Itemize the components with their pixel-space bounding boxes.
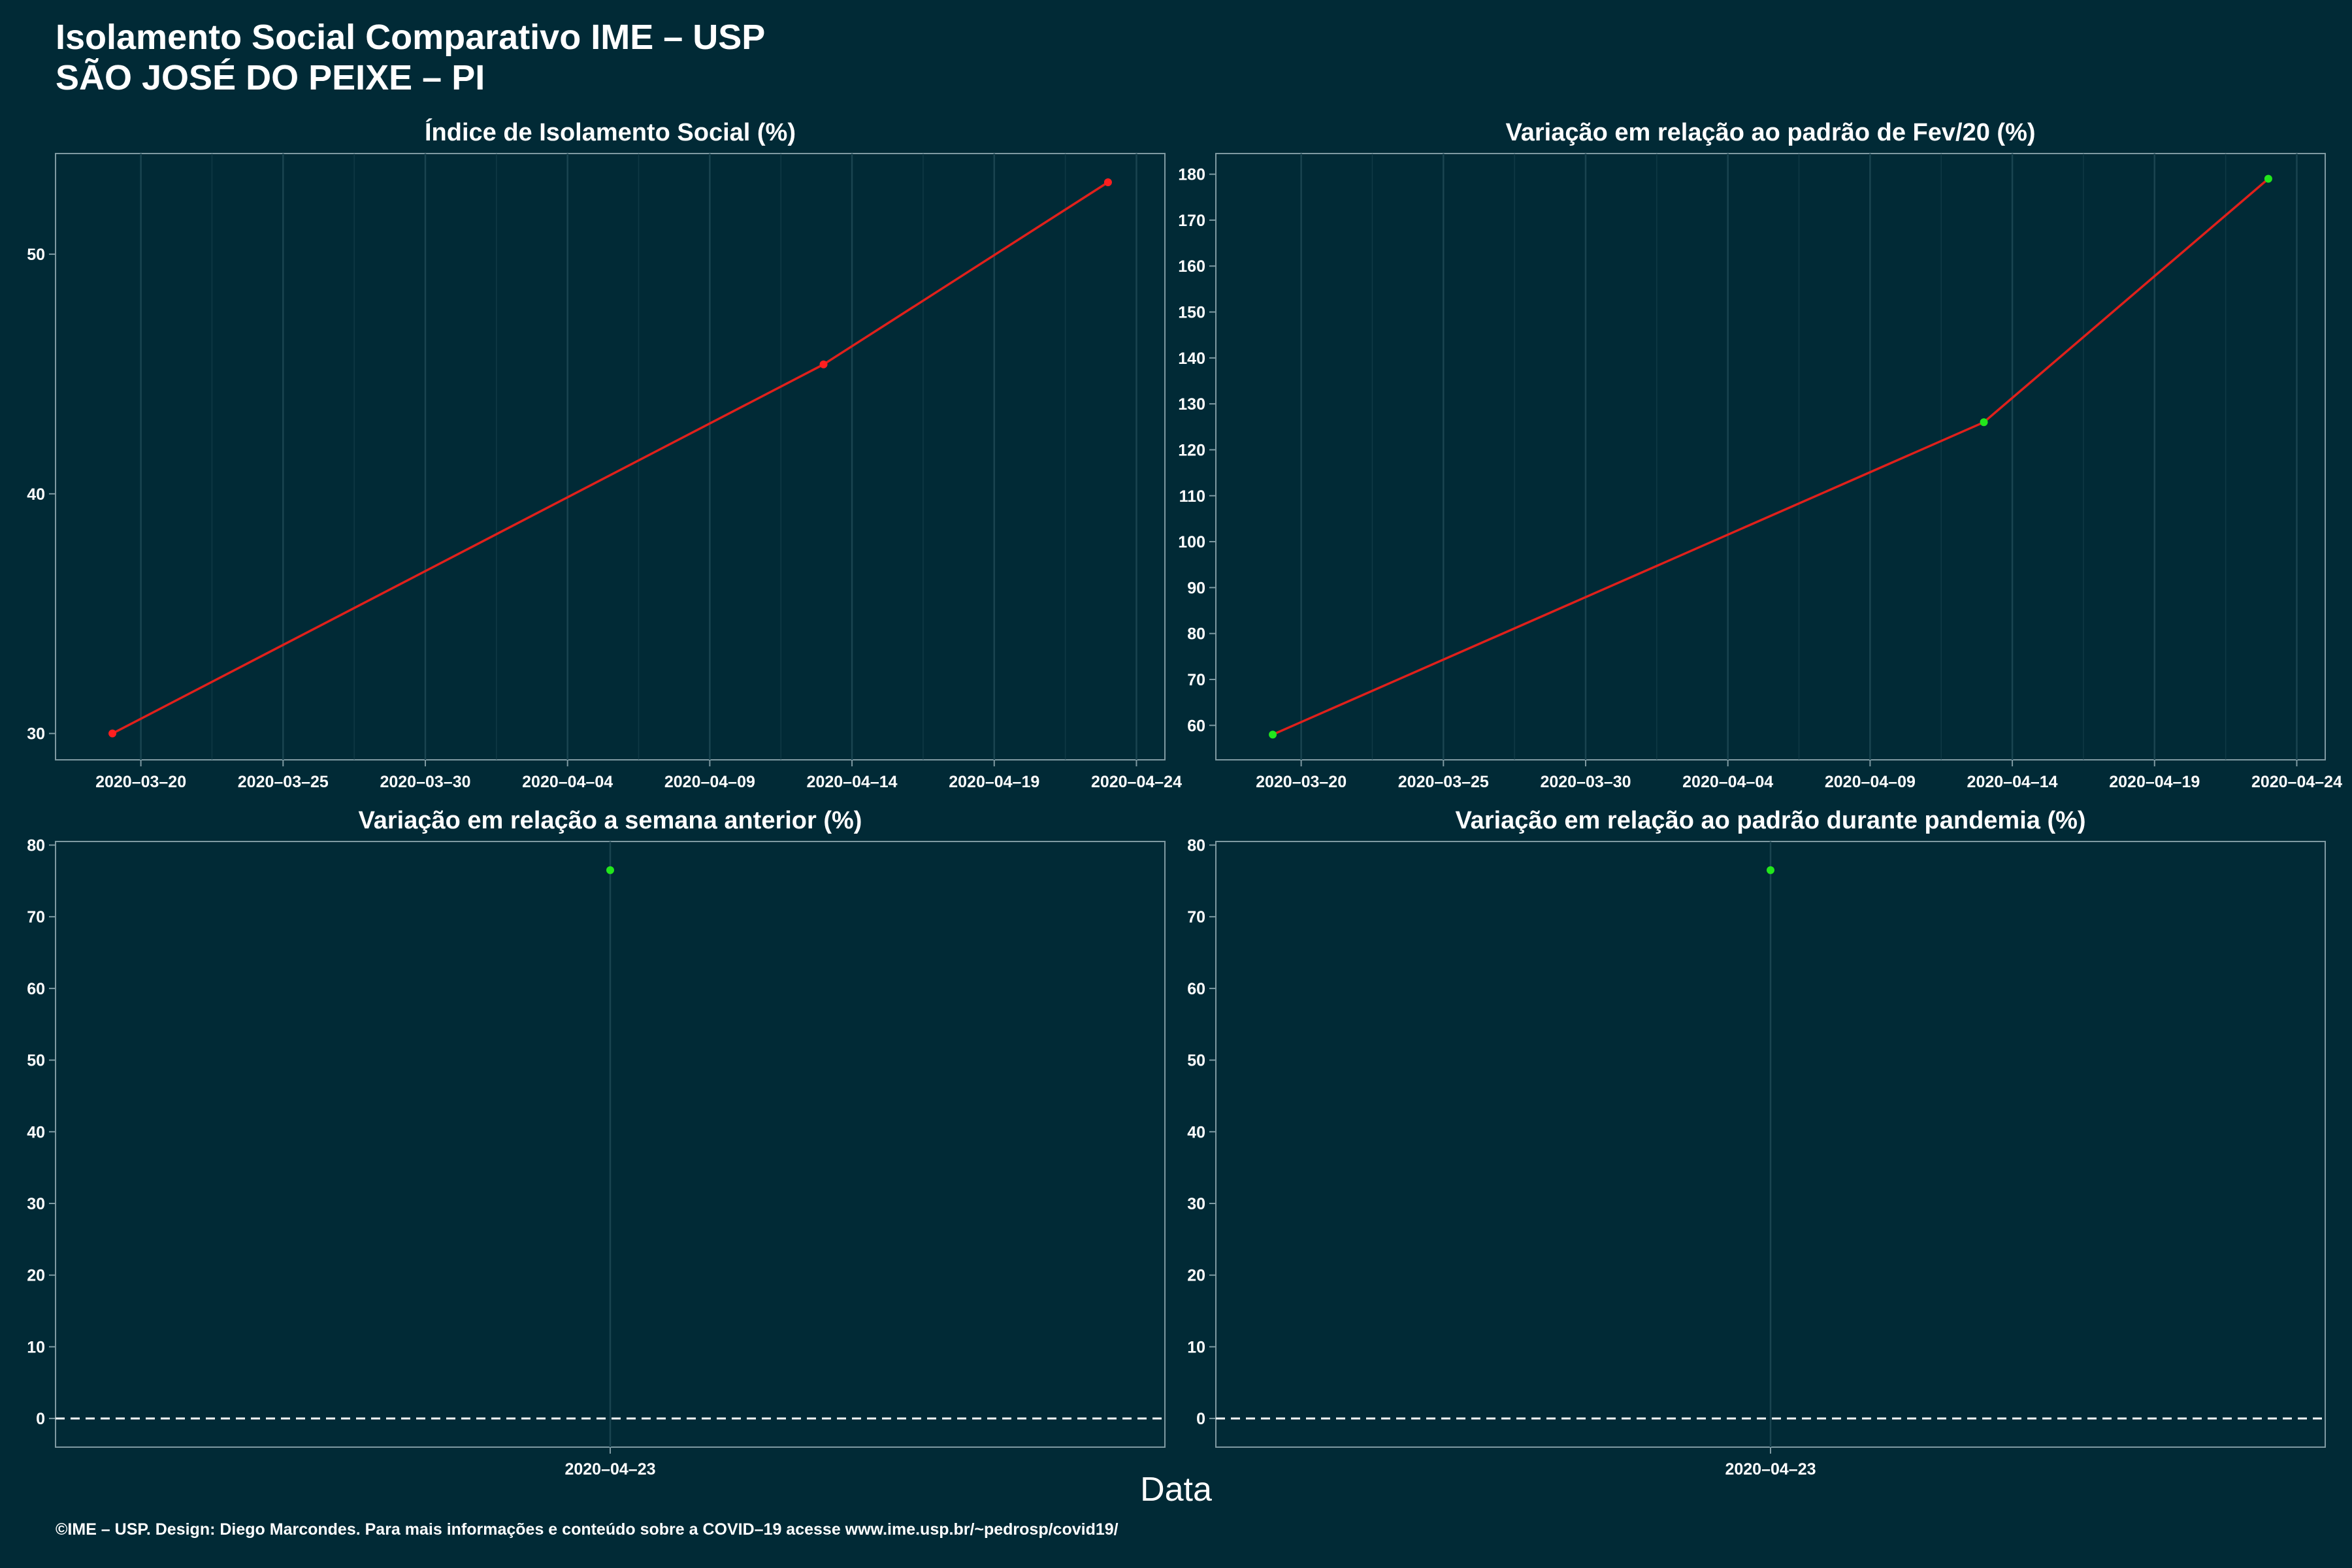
- panel-frame: [55, 153, 1166, 760]
- series-line: [1272, 178, 2270, 736]
- y-tick-label: 50: [27, 1052, 45, 1070]
- x-tick-label: 2020–04–04: [522, 773, 613, 791]
- x-tick-label: 2020–03–20: [95, 773, 186, 791]
- data-point: [1269, 730, 1277, 739]
- y-tick-label: 80: [1187, 836, 1205, 855]
- y-tick-label: 80: [27, 836, 45, 855]
- y-tick-label: 40: [1187, 1123, 1205, 1141]
- chart-panel-4: Variação em relação ao padrão durante pa…: [1187, 807, 2326, 1478]
- data-point: [1767, 866, 1774, 874]
- y-tick-label: 160: [1178, 257, 1205, 276]
- x-tick-label: 2020–03–30: [1540, 773, 1631, 791]
- panel-title: Variação em relação ao padrão durante pa…: [1455, 807, 2085, 834]
- chart-panel-2: Variação em relação ao padrão de Fev/20 …: [1178, 119, 2342, 791]
- data-point: [1103, 178, 1112, 187]
- y-tick-label: 30: [27, 725, 45, 743]
- y-tick-label: 70: [27, 908, 45, 926]
- data-point: [108, 729, 117, 738]
- y-tick-label: 140: [1178, 350, 1205, 368]
- y-tick-label: 40: [27, 485, 45, 504]
- data-point: [2264, 174, 2272, 183]
- panel-title: Variação em relação a semana anterior (%…: [359, 807, 862, 834]
- chart-panel-1: Índice de Isolamento Social (%) 2020–03–2…: [27, 118, 1182, 791]
- data-point: [819, 360, 828, 368]
- panel-title: Índice de Isolamento Social (%): [425, 118, 796, 146]
- x-tick-label: 2020–04–24: [2251, 773, 2342, 791]
- y-tick-label: 20: [1187, 1267, 1205, 1285]
- y-tick-label: 30: [27, 1195, 45, 1213]
- y-tick-label: 10: [27, 1338, 45, 1356]
- page-subtitle: SÃO JOSÉ DO PEIXE – PI: [56, 58, 485, 97]
- y-tick-label: 50: [1187, 1052, 1205, 1070]
- x-tick-label: 2020–03–25: [238, 773, 329, 791]
- x-tick-label: 2020–03–25: [1398, 773, 1489, 791]
- y-tick-label: 110: [1179, 487, 1205, 506]
- y-tick-label: 180: [1178, 166, 1205, 184]
- panel-title: Variação em relação ao padrão de Fev/20 …: [1505, 119, 2035, 146]
- y-tick-label: 130: [1178, 395, 1205, 414]
- x-tick-label: 2020–04–24: [1091, 773, 1182, 791]
- x-tick-label: 2020–04–23: [564, 1460, 655, 1478]
- x-tick-label: 2020–04–09: [1825, 773, 1916, 791]
- x-tick-label: 2020–04–14: [807, 773, 898, 791]
- x-tick-label: 2020–04–09: [664, 773, 755, 791]
- chart-panel-3: Variação em relação a semana anterior (%…: [27, 807, 1166, 1478]
- x-tick-label: 2020–04–19: [2109, 773, 2200, 791]
- y-tick-label: 0: [1196, 1410, 1205, 1428]
- x-tick-label: 2020–04–19: [949, 773, 1039, 791]
- y-tick-label: 70: [1187, 908, 1205, 926]
- data-point: [606, 866, 614, 874]
- title-block: Isolamento Social Comparativo IME – USP …: [56, 17, 765, 98]
- x-tick-label: 2020–04–14: [1967, 773, 2058, 791]
- series-line: [112, 181, 1109, 735]
- panel-frame: [1215, 153, 2326, 760]
- y-tick-label: 80: [1187, 625, 1205, 644]
- x-tick-label: 2020–03–30: [380, 773, 470, 791]
- y-tick-label: 20: [27, 1267, 45, 1285]
- y-tick-label: 0: [36, 1410, 45, 1428]
- y-tick-label: 60: [27, 980, 45, 998]
- y-tick-label: 50: [27, 246, 45, 264]
- y-tick-label: 170: [1178, 212, 1205, 230]
- page-title: Isolamento Social Comparativo IME – USP: [56, 18, 766, 57]
- data-point: [1980, 418, 1988, 427]
- y-tick-label: 100: [1178, 533, 1205, 551]
- y-tick-label: 40: [27, 1123, 45, 1141]
- y-tick-label: 10: [1187, 1338, 1205, 1356]
- x-tick-label: 2020–03–20: [1256, 773, 1347, 791]
- x-axis-label: Data: [1140, 1471, 1212, 1509]
- x-tick-label: 2020–04–23: [1725, 1460, 1816, 1478]
- y-tick-label: 150: [1178, 304, 1205, 322]
- footer-credits: ©IME – USP. Design: Diego Marcondes. Par…: [56, 1520, 1119, 1539]
- x-tick-label: 2020–04–04: [1682, 773, 1773, 791]
- y-tick-label: 70: [1187, 671, 1205, 689]
- y-tick-label: 60: [1187, 717, 1205, 735]
- y-tick-label: 120: [1178, 441, 1205, 459]
- y-tick-label: 90: [1187, 579, 1205, 597]
- y-tick-label: 60: [1187, 980, 1205, 998]
- y-tick-label: 30: [1187, 1195, 1205, 1213]
